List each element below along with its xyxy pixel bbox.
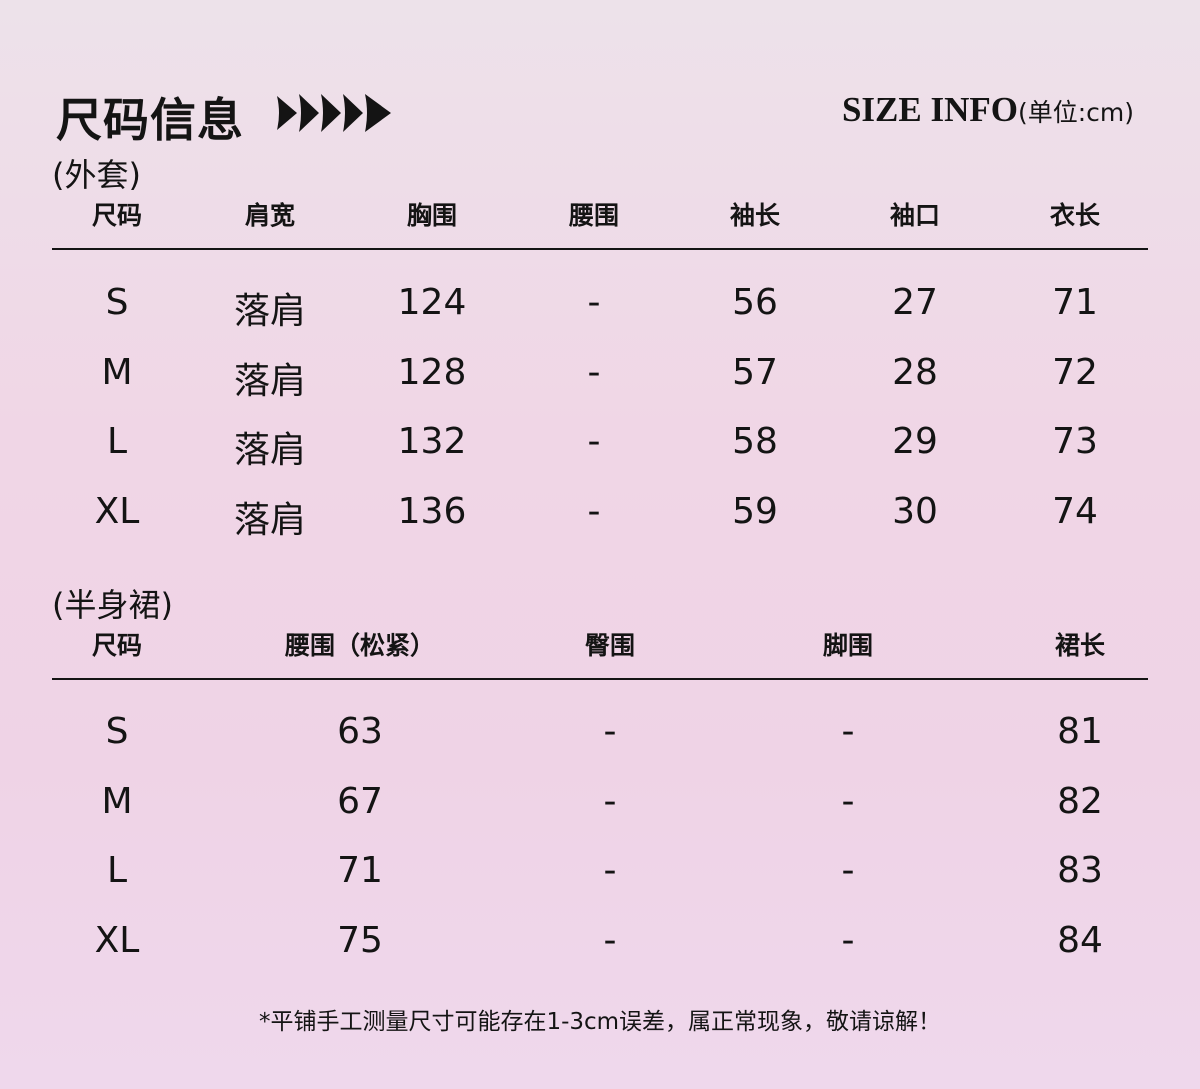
- table-cell: 75: [337, 920, 383, 961]
- unit-label: (单位:cm): [1017, 98, 1134, 127]
- table-cell: 56: [732, 282, 778, 323]
- table-cell: -: [587, 421, 601, 462]
- table-cell: 30: [892, 491, 938, 532]
- table-cell: -: [841, 711, 855, 752]
- table-cell: 57: [732, 352, 778, 393]
- table-cell: 63: [337, 711, 383, 752]
- table-cell: -: [603, 920, 617, 961]
- table-cell: 128: [397, 352, 467, 393]
- column-header: 腰围: [568, 201, 620, 230]
- table-cell: 67: [337, 781, 383, 822]
- table-cell: 71: [337, 850, 383, 891]
- column-header: 脚围: [822, 631, 874, 660]
- table-cell: 28: [892, 352, 938, 393]
- table-cell: 124: [397, 282, 467, 323]
- table-cell: 58: [732, 421, 778, 462]
- table-cell: -: [587, 282, 601, 323]
- size-info-heading: SIZE INFO(单位:cm): [842, 90, 1134, 130]
- table-cell: 29: [892, 421, 938, 462]
- arrows-decoration-icon: [277, 94, 391, 132]
- table-cell: 83: [1057, 850, 1103, 891]
- table-cell: 71: [1052, 282, 1098, 323]
- table-cell: L: [106, 421, 128, 462]
- column-header: 胸围: [406, 201, 458, 230]
- column-header: 衣长: [1049, 201, 1101, 230]
- table-cell: -: [587, 352, 601, 393]
- table-cell: XL: [94, 920, 140, 961]
- skirt-section-label: (半身裙): [52, 586, 173, 624]
- column-header: 袖口: [889, 201, 941, 230]
- column-header: 腰围（松紧）: [284, 631, 436, 660]
- column-header: 肩宽: [244, 201, 296, 230]
- table-cell: M: [101, 781, 133, 822]
- table-cell: XL: [94, 491, 140, 532]
- table-cell: -: [841, 781, 855, 822]
- table-cell: 落肩: [233, 361, 307, 402]
- table-cell: 82: [1057, 781, 1103, 822]
- table-cell: -: [603, 781, 617, 822]
- jacket-header-divider: [52, 248, 1148, 250]
- skirt-header-divider: [52, 678, 1148, 680]
- table-cell: 落肩: [233, 500, 307, 541]
- page-title: 尺码信息: [56, 93, 244, 147]
- title-en: SIZE INFO: [841, 90, 1018, 129]
- table-cell: 73: [1052, 421, 1098, 462]
- column-header: 尺码: [91, 201, 143, 230]
- table-cell: 72: [1052, 352, 1098, 393]
- table-cell: M: [101, 352, 133, 393]
- table-cell: 落肩: [233, 430, 307, 471]
- column-header: 臀围: [584, 631, 636, 660]
- table-cell: S: [105, 282, 129, 323]
- table-cell: 84: [1057, 920, 1103, 961]
- column-header: 袖长: [729, 201, 781, 230]
- table-cell: 132: [397, 421, 467, 462]
- table-cell: -: [841, 850, 855, 891]
- table-cell: -: [603, 711, 617, 752]
- table-cell: -: [587, 491, 601, 532]
- table-cell: 136: [397, 491, 467, 532]
- table-cell: 81: [1057, 711, 1103, 752]
- table-cell: 59: [732, 491, 778, 532]
- table-cell: 74: [1052, 491, 1098, 532]
- measurement-note: *平铺手工测量尺寸可能存在1-3cm误差，属正常现象，敬请谅解！: [258, 1009, 942, 1035]
- table-cell: L: [106, 850, 128, 891]
- column-header: 裙长: [1054, 631, 1106, 660]
- table-cell: -: [841, 920, 855, 961]
- table-cell: -: [603, 850, 617, 891]
- table-cell: S: [105, 711, 129, 752]
- jacket-section-label: (外套): [52, 156, 141, 194]
- table-cell: 落肩: [233, 291, 307, 332]
- column-header: 尺码: [91, 631, 143, 660]
- table-cell: 27: [892, 282, 938, 323]
